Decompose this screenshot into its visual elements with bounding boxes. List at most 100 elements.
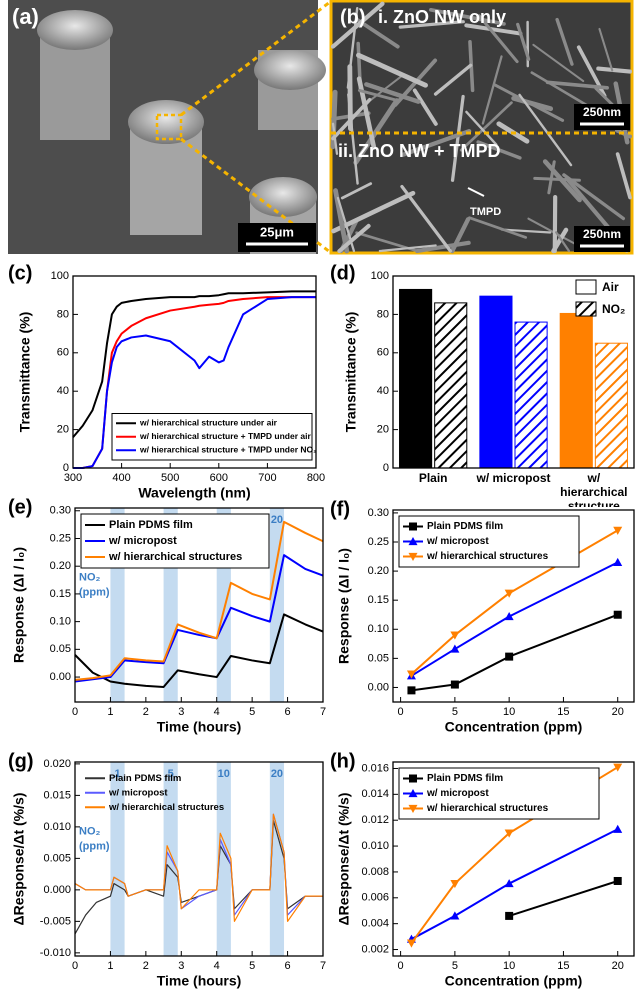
y-tick-label: 0.006 — [361, 892, 389, 904]
y-tick-label: 0.008 — [361, 866, 389, 878]
series-line — [509, 881, 618, 916]
x-tick-label: 20 — [612, 706, 624, 718]
legend-label: w/ micropost — [108, 787, 168, 798]
legend-label: Plain PDMS film — [427, 773, 503, 784]
y-tick-label: 0.10 — [368, 623, 389, 635]
y-tick-label: 20 — [57, 424, 69, 436]
y-tick-label: 0.05 — [368, 652, 389, 664]
x-tick-label: 5 — [249, 706, 255, 718]
legend-label: w/ micropost — [426, 536, 489, 547]
y-tick-label: -0.005 — [40, 915, 71, 927]
y-tick-label: 0.00 — [368, 681, 389, 693]
x-tick-label: w/ hierarchical structure — [554, 471, 634, 507]
x-axis-label: Time (hours) — [157, 719, 242, 735]
x-axis-label: Concentration (ppm) — [445, 719, 583, 735]
y-tick-label: 0.010 — [43, 821, 71, 833]
y-tick-label: 80 — [377, 308, 389, 320]
annotation: NO₂ — [79, 826, 101, 838]
x-tick-label: 0 — [398, 960, 404, 972]
y-axis-label: ΔResponse/Δt (%/s) — [11, 793, 27, 926]
y-tick-label: 0.012 — [361, 814, 389, 826]
y-tick-label: 0.016 — [361, 762, 389, 774]
x-tick-label: 0 — [398, 706, 404, 718]
marker — [613, 825, 622, 833]
y-tick-label: 40 — [57, 385, 69, 397]
x-tick-label: 600 — [210, 472, 228, 484]
x-axis-label: Concentration (ppm) — [445, 973, 583, 989]
panel-label: (a) — [12, 4, 39, 29]
bar — [515, 322, 547, 468]
panel-label: (g) — [8, 750, 34, 772]
pillar-top — [249, 177, 317, 217]
y-tick-label: 0.005 — [43, 852, 71, 864]
panel-label: (f) — [330, 498, 350, 520]
series-line — [411, 615, 617, 691]
y-tick-label: 0.20 — [50, 560, 71, 572]
x-tick-label: Plain — [393, 471, 473, 485]
legend-label: Plain PDMS film — [109, 519, 193, 531]
x-tick-label: 3 — [178, 960, 184, 972]
x-tick-label: 400 — [112, 472, 130, 484]
series-line — [411, 829, 617, 939]
panel-label: (h) — [330, 750, 356, 772]
y-axis-label: Transmittance (%) — [343, 312, 359, 433]
marker — [505, 612, 514, 620]
caption: i. ZnO NW only — [378, 7, 506, 27]
annotation: NO₂ — [79, 572, 101, 584]
x-tick-label: 1 — [107, 706, 113, 718]
y-tick-label: 100 — [51, 270, 69, 282]
legend-label: w/ hierarchical structure under air — [139, 418, 278, 428]
x-tick-label: 4 — [214, 706, 220, 718]
x-tick-label: 6 — [285, 706, 291, 718]
y-tick-label: 0.30 — [368, 507, 389, 519]
x-axis-label: Time (hours) — [157, 973, 242, 989]
x-tick-label: 15 — [557, 706, 569, 718]
y-tick-label: 0.25 — [368, 536, 389, 548]
y-tick-label: 20 — [377, 424, 389, 436]
legend-label: w/ hierarchical structure + TMPD under N… — [139, 445, 317, 455]
x-tick-label: 3 — [178, 706, 184, 718]
x-tick-label: 10 — [503, 960, 515, 972]
y-tick-label: 0.25 — [50, 532, 71, 544]
y-tick-label: 0.000 — [43, 884, 71, 896]
marker — [450, 645, 459, 653]
pillar-top — [37, 10, 113, 50]
bar — [435, 303, 467, 468]
legend-label: Air — [602, 280, 619, 294]
x-tick-label: 20 — [612, 960, 624, 972]
y-axis-label: Transmittance (%) — [17, 312, 33, 433]
marker — [614, 877, 622, 885]
x-tick-label-box: Plain — [393, 471, 473, 507]
y-axis-label: Response (ΔI / I₀) — [336, 548, 352, 664]
exposure-label: 20 — [271, 768, 283, 780]
scale-label: 25μm — [260, 224, 294, 239]
x-tick-label-box: w/ hierarchical structure — [554, 471, 634, 507]
x-tick-label: 7 — [320, 960, 326, 972]
arrow-label: TMPD — [470, 206, 501, 218]
y-tick-label: 0.30 — [50, 505, 71, 517]
y-tick-label: 0.014 — [361, 788, 389, 800]
y-tick-label: 0.004 — [361, 918, 389, 930]
x-tick-label: 10 — [503, 706, 515, 718]
bar — [400, 289, 432, 468]
y-tick-label: 0.10 — [50, 616, 71, 628]
marker — [613, 558, 622, 566]
y-tick-label: 40 — [377, 385, 389, 397]
legend-label: w/ hierarchical structures — [426, 803, 549, 814]
pillar-top — [254, 50, 326, 90]
panel-label: (b) — [340, 6, 366, 28]
legend-label: w/ hierarchical structures — [426, 551, 549, 562]
x-tick-label: 2 — [143, 960, 149, 972]
y-tick-label: 0.05 — [50, 643, 71, 655]
x-tick-label: 700 — [258, 472, 276, 484]
y-tick-label: 0 — [383, 462, 389, 474]
legend-label: Plain PDMS film — [109, 773, 181, 784]
figure: (a) 25μm (b) i. ZnO NW only 250nm ii. Zn… — [0, 0, 644, 1002]
panel-label: (d) — [330, 262, 356, 284]
bar — [560, 313, 592, 468]
panel-label: (c) — [8, 262, 32, 284]
marker — [505, 879, 514, 887]
x-tick-label: 4 — [214, 960, 220, 972]
y-axis-label: Response (ΔI / I₀) — [11, 547, 27, 663]
x-tick-label: 0 — [72, 706, 78, 718]
